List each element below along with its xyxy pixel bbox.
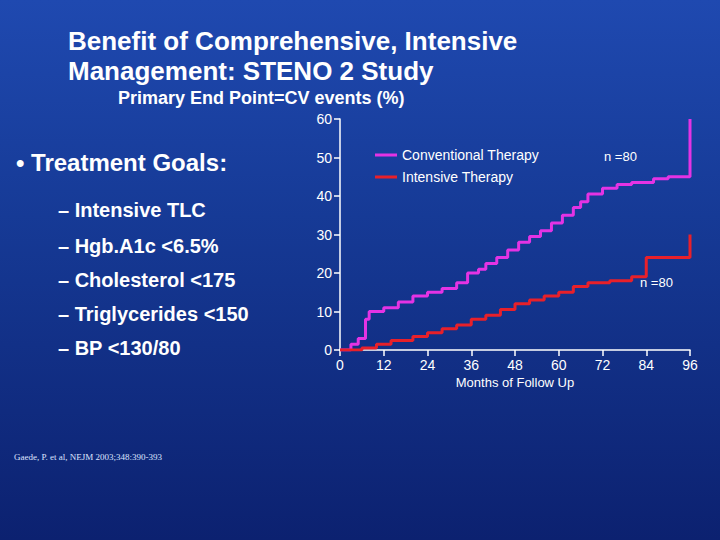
svg-text:– BP <130/80: – BP <130/80 — [58, 337, 181, 359]
svg-text:30: 30 — [316, 227, 332, 243]
svg-text:– Cholesterol <175: – Cholesterol <175 — [58, 269, 235, 291]
svg-text:Months of Follow Up: Months of Follow Up — [456, 375, 575, 390]
svg-text:96: 96 — [682, 357, 698, 373]
svg-text:n =80: n =80 — [604, 149, 637, 164]
svg-text:– Intensive TLC: – Intensive TLC — [58, 199, 206, 221]
svg-text:n =80: n =80 — [640, 275, 673, 290]
svg-text:– Hgb.A1c <6.5%: – Hgb.A1c <6.5% — [58, 235, 219, 257]
svg-text:12: 12 — [376, 357, 392, 373]
svg-text:– Triglycerides <150: – Triglycerides <150 — [58, 303, 249, 325]
svg-text:0: 0 — [336, 357, 344, 373]
svg-text:Intensive Therapy: Intensive Therapy — [402, 169, 513, 185]
svg-text:Management: STENO 2 Study: Management: STENO 2 Study — [68, 56, 434, 86]
svg-text:Primary End Point=CV events (%: Primary End Point=CV events (%) — [118, 88, 405, 108]
svg-text:Benefit of Comprehensive, Inte: Benefit of Comprehensive, Intensive — [68, 26, 525, 56]
svg-text:72: 72 — [595, 357, 611, 373]
svg-text:20: 20 — [316, 265, 332, 281]
svg-text:40: 40 — [316, 188, 332, 204]
svg-text:24: 24 — [420, 357, 436, 373]
svg-text:50: 50 — [316, 150, 332, 166]
svg-text:• Treatment Goals:: • Treatment Goals: — [16, 149, 227, 176]
svg-text:10: 10 — [316, 304, 332, 320]
svg-text:0: 0 — [324, 342, 332, 358]
svg-text:84: 84 — [638, 357, 654, 373]
svg-text:36: 36 — [463, 357, 479, 373]
svg-text:Gaede, P. et al, NEJM 2003;348: Gaede, P. et al, NEJM 2003;348:390-393 — [14, 452, 162, 462]
svg-text:60: 60 — [316, 111, 332, 127]
svg-text:48: 48 — [507, 357, 523, 373]
svg-text:Conventional Therapy: Conventional Therapy — [402, 147, 539, 163]
svg-text:60: 60 — [551, 357, 567, 373]
